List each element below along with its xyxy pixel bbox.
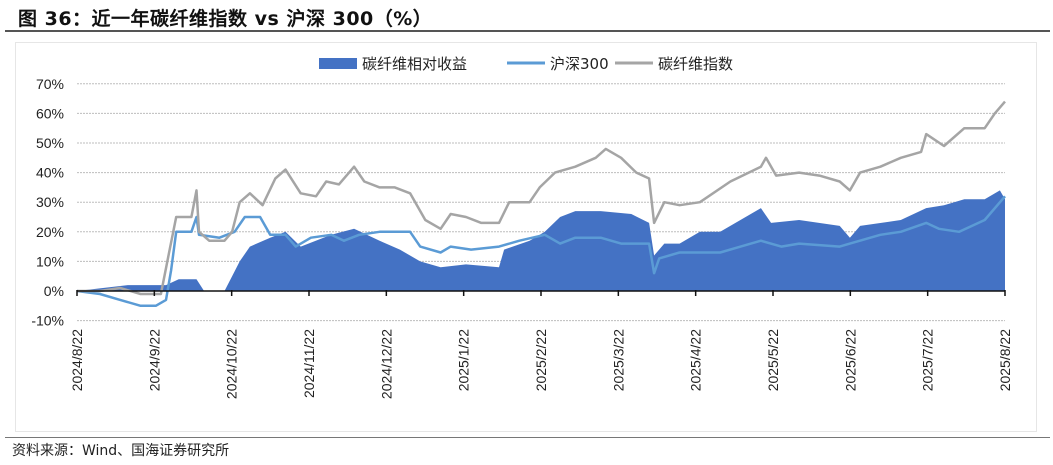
- x-tick-label: 2025/5/22: [765, 329, 781, 391]
- x-tick-label: 2025/7/22: [920, 329, 936, 391]
- x-tick-label: 2024/9/22: [146, 329, 162, 391]
- legend-swatch-relative: [319, 58, 357, 69]
- x-tick-label: 2025/1/22: [456, 329, 472, 391]
- x-tick-label: 2025/4/22: [688, 329, 704, 391]
- carbon-fiber-index-line: [77, 100, 1006, 296]
- x-tick-label: 2025/2/22: [533, 329, 549, 391]
- x-tick-label: 2024/12/22: [378, 329, 394, 399]
- y-tick-label: 50%: [36, 135, 64, 151]
- x-tick-label: 2024/10/22: [224, 329, 240, 399]
- x-tick-label: 2024/8/22: [69, 329, 85, 391]
- figure-title: 图 36：近一年碳纤维指数 vs 沪深 300（%）: [18, 8, 433, 30]
- x-tick-label: 2024/11/22: [301, 329, 317, 398]
- y-tick-label: 20%: [36, 224, 64, 240]
- y-tick-label: 10%: [36, 253, 64, 269]
- x-tick-label: 2025/8/22: [997, 329, 1013, 391]
- chart-frame: [15, 42, 1037, 432]
- y-tick-label: 60%: [36, 105, 64, 121]
- y-tick-label: 0%: [44, 283, 64, 299]
- footer-divider: [5, 437, 1050, 438]
- legend-label-relative: 碳纤维相对收益: [362, 55, 467, 73]
- relative-return-area: [77, 190, 1005, 291]
- y-tick-label: 30%: [36, 194, 64, 210]
- legend: 碳纤维相对收益 沪深300 碳纤维指数: [319, 55, 733, 73]
- y-tick-label: 40%: [36, 165, 64, 181]
- legend-label-hs300: 沪深300: [550, 55, 609, 73]
- hs300-line: [76, 195, 1006, 308]
- x-tick-label: 2025/6/22: [842, 329, 858, 391]
- x-tick-label: 2025/3/22: [610, 329, 626, 391]
- y-tick-label: 70%: [36, 76, 64, 92]
- title-divider: [5, 30, 1050, 32]
- y-tick-label: -10%: [31, 313, 64, 329]
- source-note: 资料来源：Wind、国海证券研究所: [12, 443, 230, 459]
- legend-label-index: 碳纤维指数: [658, 55, 733, 73]
